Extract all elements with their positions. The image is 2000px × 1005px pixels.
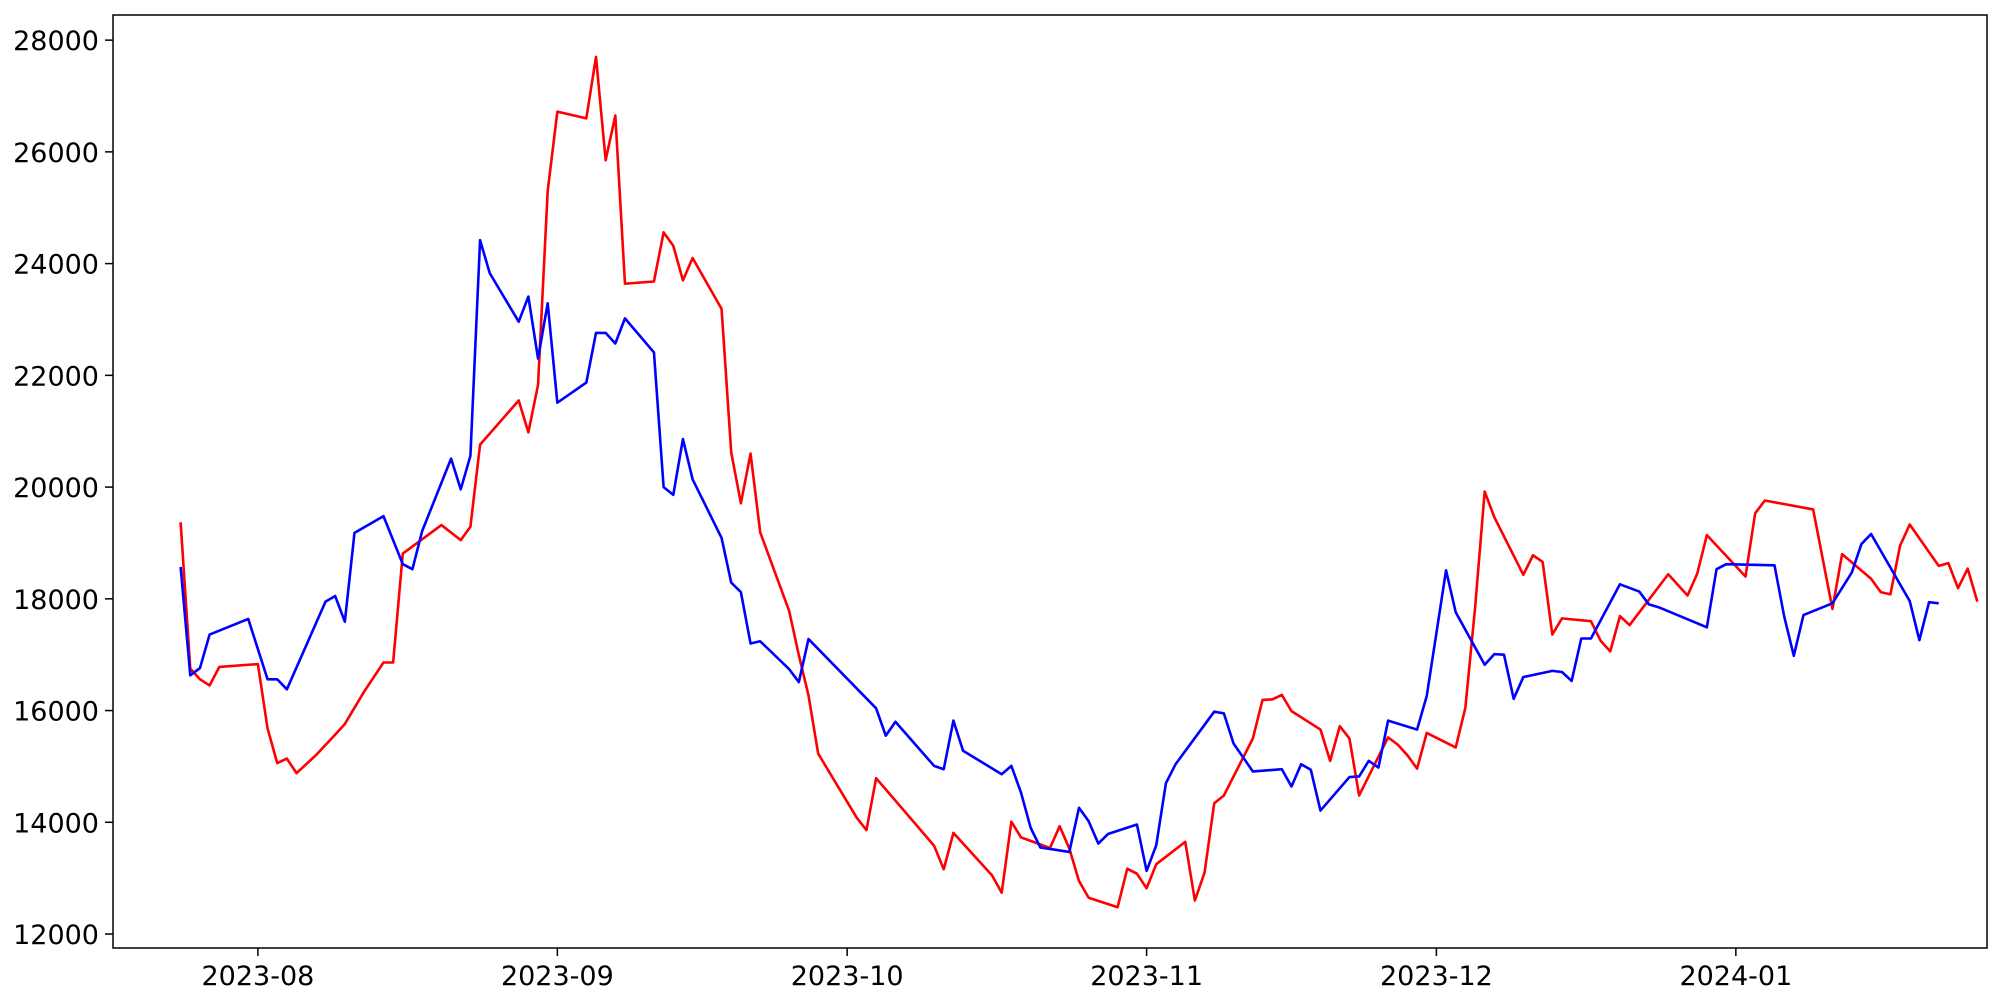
x-tick-label: 2024-01 — [1679, 961, 1792, 992]
y-tick-label: 24000 — [13, 250, 99, 281]
y-tick-label: 18000 — [13, 585, 99, 616]
x-tick-label: 2023-09 — [501, 961, 614, 992]
series-layer — [179, 55, 1979, 909]
plot-frame — [112, 14, 1988, 949]
y-tick-label: 12000 — [13, 920, 99, 951]
y-tick-label: 16000 — [13, 697, 99, 728]
y-tick-label: 28000 — [13, 26, 99, 57]
series-line-1 — [179, 55, 1979, 909]
x-tick-label: 2023-10 — [791, 961, 904, 992]
series-line-2 — [179, 238, 1939, 873]
y-tick-label: 14000 — [13, 808, 99, 839]
y-axis: 12000 14000 16000 18000 20000 22000 24000 26000… — [13, 26, 113, 951]
x-tick-label: 2023-08 — [201, 961, 314, 992]
y-tick-label: 26000 — [13, 138, 99, 169]
x-tick-label: 2023-11 — [1090, 961, 1203, 992]
y-tick-label: 22000 — [13, 361, 99, 392]
y-tick-label: 20000 — [13, 473, 99, 504]
x-tick-label: 2023-12 — [1380, 961, 1493, 992]
x-axis: 2023-08 2023-09 2023-10 2023-11 2023-12 2024-… — [201, 948, 1792, 992]
